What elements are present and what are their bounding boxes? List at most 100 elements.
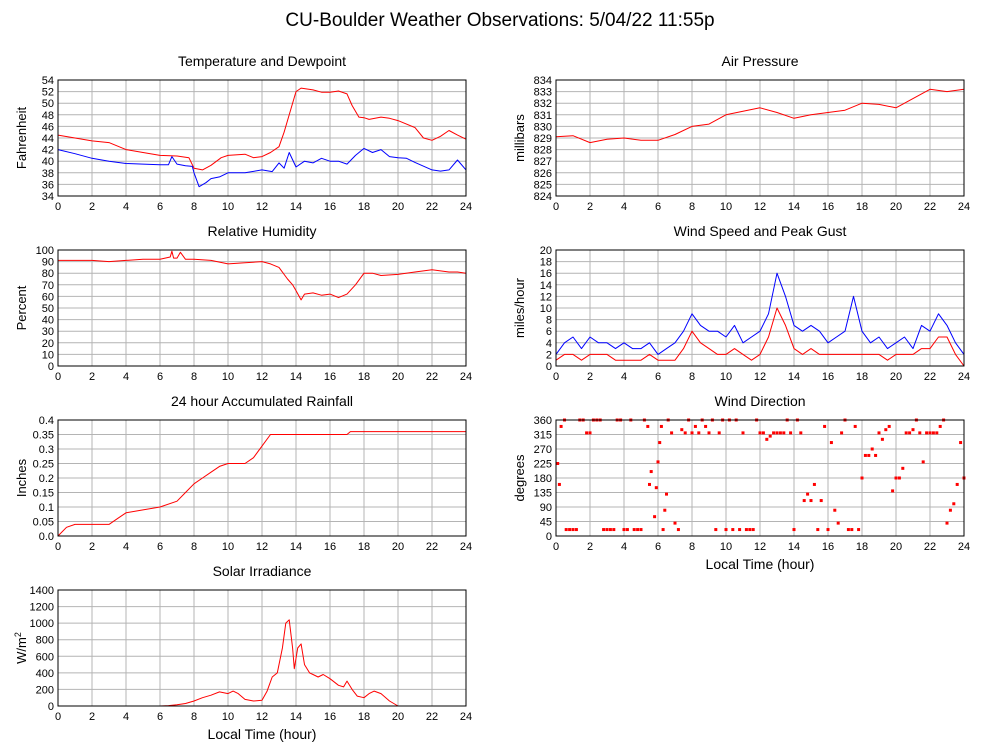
x-tick-label: 12 <box>256 541 268 553</box>
data-point <box>697 431 701 435</box>
data-point <box>658 441 662 445</box>
data-point <box>819 499 823 503</box>
x-tick-label: 12 <box>256 201 268 213</box>
plot-frame <box>57 249 467 367</box>
x-axis-label: Local Time (hour) <box>706 556 815 572</box>
x-tick-label: 18 <box>358 201 370 213</box>
data-point <box>959 441 963 445</box>
y-tick-label: 360 <box>534 415 552 427</box>
data-point <box>840 431 844 435</box>
y-tick-label: 0.4 <box>39 415 54 427</box>
x-tick-label: 8 <box>689 201 695 213</box>
x-tick-label: 10 <box>720 201 732 213</box>
x-tick-label: 0 <box>553 541 559 553</box>
x-tick-label: 0 <box>55 711 61 723</box>
x-tick-label: 16 <box>822 201 834 213</box>
x-tick-label: 24 <box>958 201 970 213</box>
y-axis-label: W/m2 <box>13 632 29 664</box>
y-tick-label: 4 <box>546 338 552 350</box>
y-axis-label: Inches <box>14 458 29 497</box>
y-tick-label: 40 <box>42 156 54 168</box>
y-tick-label: 45 <box>540 517 552 529</box>
y-tick-label: 825 <box>534 179 552 191</box>
data-point <box>782 431 786 435</box>
x-tick-label: 8 <box>191 371 197 383</box>
x-tick-label: 2 <box>587 201 593 213</box>
y-tick-label: 2 <box>546 349 552 361</box>
x-tick-label: 2 <box>89 371 95 383</box>
x-tick-label: 24 <box>460 541 472 553</box>
data-point <box>625 528 629 532</box>
y-axis-label-superscript: 2 <box>13 632 23 637</box>
x-tick-label: 24 <box>958 371 970 383</box>
x-tick-label: 20 <box>392 371 404 383</box>
data-point <box>608 528 612 532</box>
y-tick-label: 70 <box>42 280 54 292</box>
data-point <box>904 431 908 435</box>
data-point <box>636 528 640 532</box>
chart-title: 24 hour Accumulated Rainfall <box>171 393 353 409</box>
data-point <box>568 528 572 532</box>
data-point <box>632 528 636 532</box>
data-point <box>867 453 871 457</box>
x-tick-label: 2 <box>587 541 593 553</box>
y-tick-label: 135 <box>534 488 552 500</box>
y-tick-label: 832 <box>534 98 552 110</box>
y-tick-label: 34 <box>42 191 54 203</box>
x-tick-label: 0 <box>55 541 61 553</box>
x-tick-label: 12 <box>754 201 766 213</box>
x-tick-label: 6 <box>655 201 661 213</box>
y-tick-label: 828 <box>534 145 552 157</box>
x-tick-label: 4 <box>123 711 129 723</box>
data-point <box>724 528 728 532</box>
data-point <box>891 489 895 493</box>
data-point <box>683 431 687 435</box>
y-tick-label: 834 <box>534 75 552 87</box>
data-point <box>887 424 891 428</box>
series-line-1 <box>555 88 965 144</box>
plot-frame <box>555 249 965 367</box>
y-axis-label: miles/hour <box>512 277 527 338</box>
data-point <box>863 453 867 457</box>
x-tick-label: 0 <box>553 371 559 383</box>
chart-winddir: 0 2 4 6 8 10 12 14 16 18 20 22 240459013518022527031… <box>512 393 970 572</box>
data-point <box>823 424 827 428</box>
series-line-2 <box>555 307 965 367</box>
series-line-2 <box>57 147 467 188</box>
x-tick-label: 2 <box>89 541 95 553</box>
x-tick-label: 22 <box>924 541 936 553</box>
data-point <box>833 508 837 512</box>
data-point <box>639 528 643 532</box>
y-tick-label: 180 <box>534 473 552 485</box>
data-point <box>789 431 793 435</box>
x-tick-label: 14 <box>290 541 302 553</box>
x-tick-label: 24 <box>460 711 472 723</box>
chart-rain: 0 2 4 6 8 10 12 14 16 18 20 22 240.00.050.10.150.20.… <box>14 393 472 553</box>
y-tick-label: 18 <box>540 257 552 269</box>
x-tick-label: 10 <box>222 711 234 723</box>
x-tick-label: 14 <box>290 201 302 213</box>
y-tick-label: 54 <box>42 75 54 87</box>
x-tick-label: 6 <box>655 541 661 553</box>
y-tick-label: 46 <box>42 121 54 133</box>
y-tick-label: 44 <box>42 133 54 145</box>
data-point <box>670 431 674 435</box>
plot-frame <box>57 419 467 537</box>
x-tick-label: 10 <box>222 371 234 383</box>
x-tick-label: 16 <box>324 541 336 553</box>
data-point <box>659 424 663 428</box>
y-tick-label: 400 <box>36 668 54 680</box>
chart-title: Wind Direction <box>714 393 805 409</box>
y-tick-label: 830 <box>534 121 552 133</box>
x-tick-label: 6 <box>157 541 163 553</box>
data-point <box>816 528 820 532</box>
data-point <box>928 431 932 435</box>
x-tick-label: 10 <box>222 201 234 213</box>
x-axis-label: Local Time (hour) <box>208 726 317 742</box>
y-tick-label: 0.05 <box>33 517 54 529</box>
chart-temp: 0 2 4 6 8 10 12 14 16 18 20 22 243436384042444648505… <box>14 53 472 213</box>
chart-humidity: 0 2 4 6 8 10 12 14 16 18 20 22 240102030405060708090… <box>14 223 472 383</box>
y-tick-label: 833 <box>534 87 552 99</box>
data-point <box>870 447 874 451</box>
data-point <box>877 431 881 435</box>
